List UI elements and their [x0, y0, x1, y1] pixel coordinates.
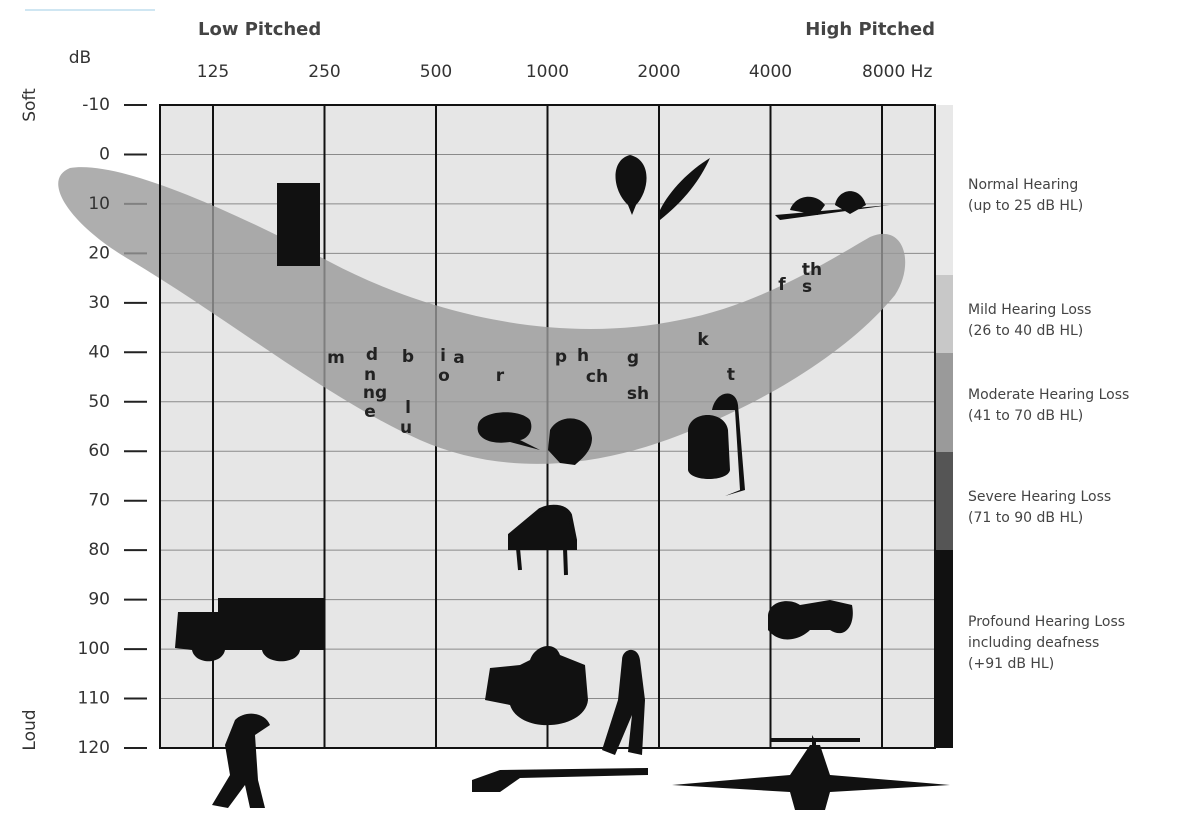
- speech-sound: t: [727, 365, 735, 385]
- speech-sound: sh: [627, 384, 649, 404]
- speech-sound: i: [440, 346, 446, 366]
- hearing-level-text: (+91 dB HL): [968, 656, 1054, 672]
- normal-band: [935, 105, 953, 275]
- frequency-label: 4000: [749, 62, 792, 82]
- hearing-level-text: (71 to 90 dB HL): [968, 510, 1083, 526]
- low-pitched: Low Pitched: [198, 19, 321, 40]
- silhouettes: [175, 155, 950, 810]
- frequency-label: 125: [197, 62, 229, 82]
- speech-sound: s: [802, 277, 812, 297]
- db-tick-label: 10: [88, 194, 110, 214]
- db-tick-label: 40: [88, 342, 110, 362]
- speech-sound: n: [364, 365, 376, 385]
- db-tick-label: 100: [78, 639, 110, 659]
- db-tick-label: 60: [88, 441, 110, 461]
- singer-icon: [602, 649, 645, 755]
- truck-icon: [175, 598, 325, 662]
- mild-band: [935, 275, 953, 353]
- moderate-band: [935, 353, 953, 452]
- drummer-icon: [485, 645, 588, 726]
- db-tick-label: 80: [88, 540, 110, 560]
- db-tick-label: -10: [82, 95, 110, 115]
- speech-sound: l: [405, 398, 411, 418]
- hearing-level-text: including deafness: [968, 635, 1099, 651]
- db-tick-label: 110: [78, 689, 110, 709]
- db-tick-label: 0: [99, 144, 110, 164]
- speech-sound: e: [364, 402, 376, 422]
- severe-band: [935, 452, 953, 550]
- speech-sound: k: [697, 330, 709, 350]
- speech-sound: th: [802, 260, 822, 280]
- frequency-label: 500: [420, 62, 452, 82]
- loud-label: Loud: [20, 709, 40, 750]
- hearing-level-text: Profound Hearing Loss: [968, 614, 1125, 630]
- speech-sound: u: [400, 418, 412, 438]
- db-tick-label: 30: [88, 293, 110, 313]
- piano-icon: [508, 504, 577, 576]
- speech-sound: a: [453, 348, 464, 368]
- speech-sound: m: [327, 348, 345, 368]
- db-tick-label: 20: [88, 243, 110, 263]
- speech-sound: r: [496, 366, 505, 386]
- speech-sound: g: [627, 348, 639, 368]
- speech-sound: ng: [363, 383, 387, 403]
- hearing-levels: Normal Hearing (up to 25 dB HL) Mild Heari…: [968, 177, 1129, 672]
- speech-sound: ch: [586, 367, 608, 387]
- db-tick-label: 90: [88, 590, 110, 610]
- db-unit: dB: [69, 48, 91, 68]
- hearing-level-text: (up to 25 dB HL): [968, 198, 1083, 214]
- leaves-icon: [615, 155, 710, 220]
- fridge-icon: [277, 183, 320, 266]
- speech-banana: [58, 167, 906, 464]
- motorcycle-icon: [768, 600, 853, 640]
- man-icon: [212, 713, 270, 808]
- db-tick-label: 70: [88, 491, 110, 511]
- high-pitched: High Pitched: [805, 19, 935, 40]
- hearing-level-text: (26 to 40 dB HL): [968, 323, 1083, 339]
- plot-border: [159, 104, 936, 749]
- head-icon: [548, 418, 592, 465]
- speech-bubble-icon: [477, 412, 540, 450]
- frequency-label: 2000: [637, 62, 680, 82]
- frequency-label: 1000: [526, 62, 569, 82]
- frequency-label: 8000 Hz: [862, 62, 932, 82]
- soft-label: Soft: [20, 88, 40, 122]
- hearing-level-text: Normal Hearing: [968, 177, 1078, 193]
- db-tick-label: 120: [78, 738, 110, 758]
- speech-sound: b: [402, 347, 414, 367]
- level-bar: [935, 105, 953, 748]
- frequency-label: 250: [308, 62, 340, 82]
- plane-icon: [672, 735, 950, 810]
- profound-band: [935, 550, 953, 748]
- speech-sound: o: [438, 366, 450, 386]
- hearing-level-text: (41 to 70 dB HL): [968, 408, 1083, 424]
- speech-sound: d: [366, 345, 378, 365]
- birds-icon: [775, 191, 890, 220]
- hearing-level-text: Mild Hearing Loss: [968, 302, 1091, 318]
- hearing-level-text: Severe Hearing Loss: [968, 489, 1111, 505]
- speech-sound: h: [577, 346, 589, 366]
- gun-icon: [472, 768, 648, 792]
- speech-sound: f: [778, 275, 786, 295]
- db-tick-label: 50: [88, 392, 110, 412]
- speech-sound: p: [555, 347, 567, 367]
- vacuum-icon: [688, 393, 745, 496]
- hearing-level-text: Moderate Hearing Loss: [968, 387, 1129, 403]
